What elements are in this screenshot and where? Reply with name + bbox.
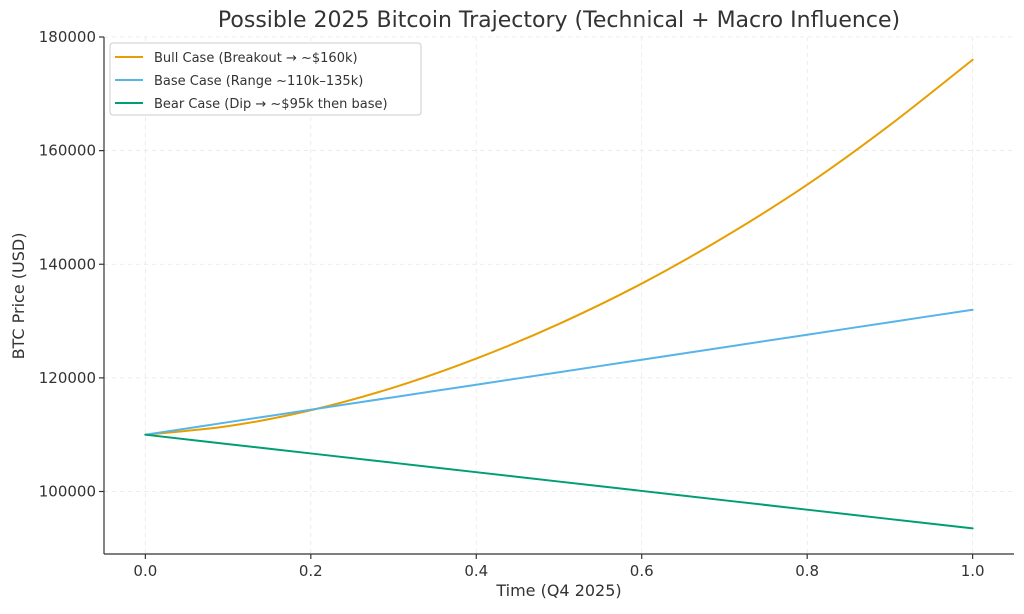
y-tick-label: 140000 [39, 255, 96, 273]
y-tick-label: 160000 [39, 142, 96, 160]
legend: Bull Case (Breakout → ~$160k) Base Case (… [109, 42, 422, 116]
bear-case-line [144, 433, 974, 530]
chart-title: Possible 2025 Bitcoin Trajectory (Techni… [218, 8, 900, 33]
x-tick-label: 0.0 [133, 562, 157, 580]
bull-legend-label: Bull Case (Breakout → ~$160k) [154, 51, 358, 66]
x-tick-label: 0.8 [795, 562, 819, 580]
y-tick-label: 100000 [39, 483, 96, 501]
x-tick-label: 0.2 [299, 562, 323, 580]
x-tick-label: 0.6 [630, 562, 654, 580]
y-axis-label: BTC Price (USD) [9, 233, 28, 360]
x-axis-label: Time (Q4 2025) [495, 581, 621, 600]
grid [104, 36, 1014, 554]
bull-case-line [144, 58, 974, 436]
axes [103, 37, 1014, 555]
x-tick-label: 1.0 [961, 562, 985, 580]
ticks: 0.0 0.2 0.4 0.6 0.8 1.0 100000 120000 140000 1600… [39, 28, 985, 580]
x-tick-label: 0.4 [464, 562, 488, 580]
series-lines [144, 58, 974, 530]
base-legend-label: Base Case (Range ~110k–135k) [154, 74, 363, 89]
y-tick-label: 120000 [39, 369, 96, 387]
base-case-line [144, 308, 974, 436]
y-tick-label: 180000 [39, 28, 96, 46]
bear-legend-label: Bear Case (Dip → ~$95k then base) [154, 97, 388, 112]
legend-box [109, 42, 422, 116]
